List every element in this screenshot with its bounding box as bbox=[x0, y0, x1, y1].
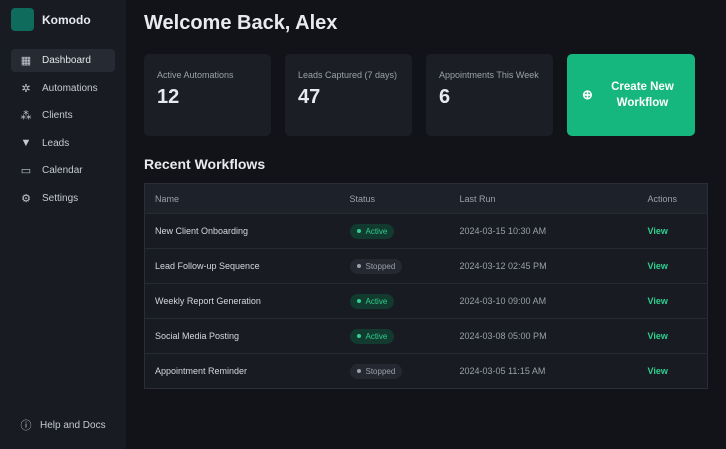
view-link[interactable]: View bbox=[647, 226, 668, 236]
workflow-name: New Client Onboarding bbox=[144, 213, 340, 249]
last-run: 2024-03-15 10:30 AM bbox=[449, 213, 638, 249]
create-workflow-button[interactable]: ⊕ Create New Workflow bbox=[567, 54, 695, 136]
status-badge: Active bbox=[349, 328, 395, 344]
status-dot-icon bbox=[356, 369, 361, 373]
workflow-name: Lead Follow-up Sequence bbox=[144, 248, 340, 284]
filter-icon: ▼ bbox=[20, 137, 32, 149]
main: Welcome Back, Alex Active Automations 12 … bbox=[126, 0, 726, 449]
dashboard-icon: ▦ bbox=[20, 55, 32, 67]
status-dot-icon bbox=[356, 299, 361, 303]
calendar-icon: ▭ bbox=[20, 165, 32, 177]
status-badge: Active bbox=[349, 223, 395, 239]
stat-card-leads: Leads Captured (7 days) 47 bbox=[285, 54, 412, 136]
app-name: Komodo bbox=[42, 12, 91, 27]
column-header: Last Run bbox=[449, 183, 638, 214]
column-header: Actions bbox=[637, 183, 708, 214]
logo bbox=[11, 8, 34, 31]
table-row: Social Media Posting Active 2024-03-08 0… bbox=[144, 318, 708, 354]
workflows-table: Name Status Last Run Actions New Client … bbox=[144, 183, 708, 389]
sidebar-item-clients[interactable]: ⁂ Clients bbox=[20, 110, 73, 122]
status-dot-icon bbox=[356, 334, 361, 338]
sidebar-item-dashboard[interactable]: ▦ Dashboard bbox=[11, 49, 115, 72]
gear-icon: ⚙ bbox=[21, 192, 31, 205]
workflow-name: Appointment Reminder bbox=[144, 353, 340, 389]
view-link[interactable]: View bbox=[647, 366, 668, 376]
page-title: Welcome Back, Alex bbox=[144, 12, 338, 34]
clients-icon: ⁂ bbox=[20, 110, 32, 122]
last-run: 2024-03-12 02:45 PM bbox=[449, 248, 638, 284]
sidebar-item-settings[interactable]: ⚙ Settings bbox=[21, 192, 79, 205]
table-row: Appointment Reminder Stopped 2024-03-05 … bbox=[144, 353, 708, 389]
last-run: 2024-03-10 09:00 AM bbox=[449, 283, 638, 319]
last-run: 2024-03-05 11:15 AM bbox=[449, 353, 638, 389]
sidebar-item-automations[interactable]: ✲ Automations bbox=[21, 82, 98, 95]
view-link[interactable]: View bbox=[647, 331, 668, 341]
brand[interactable]: Komodo bbox=[11, 8, 115, 31]
column-header: Status bbox=[339, 183, 450, 214]
status-badge: Active bbox=[349, 293, 395, 309]
view-link[interactable]: View bbox=[647, 296, 668, 306]
column-header: Name bbox=[144, 183, 340, 214]
help-link[interactable]: ⓘ Help and Docs bbox=[20, 417, 106, 433]
workflow-name: Social Media Posting bbox=[144, 318, 340, 354]
last-run: 2024-03-08 05:00 PM bbox=[449, 318, 638, 354]
status-badge: Stopped bbox=[349, 363, 403, 379]
automations-icon: ✲ bbox=[21, 82, 31, 95]
stat-card-appointments: Appointments This Week 6 bbox=[426, 54, 553, 136]
status-dot-icon bbox=[356, 229, 361, 233]
table-row: Weekly Report Generation Active 2024-03-… bbox=[144, 283, 708, 319]
sidebar: Komodo ▦ Dashboard ✲ Automations ⁂ Clients … bbox=[0, 0, 126, 449]
status-dot-icon bbox=[356, 264, 361, 268]
workflow-name: Weekly Report Generation bbox=[144, 283, 340, 319]
sidebar-item-leads[interactable]: ▼ Leads bbox=[20, 137, 70, 149]
help-icon: ⓘ bbox=[20, 420, 32, 432]
view-link[interactable]: View bbox=[647, 261, 668, 271]
section-title: Recent Workflows bbox=[144, 156, 266, 172]
table-row: New Client Onboarding Active 2024-03-15 … bbox=[144, 213, 708, 249]
sidebar-item-calendar[interactable]: ▭ Calendar bbox=[20, 165, 83, 177]
table-row: Lead Follow-up Sequence Stopped 2024-03-… bbox=[144, 248, 708, 284]
stat-card-active-automations: Active Automations 12 bbox=[144, 54, 271, 136]
plus-circle-icon: ⊕ bbox=[582, 87, 593, 102]
status-badge: Stopped bbox=[349, 258, 403, 274]
